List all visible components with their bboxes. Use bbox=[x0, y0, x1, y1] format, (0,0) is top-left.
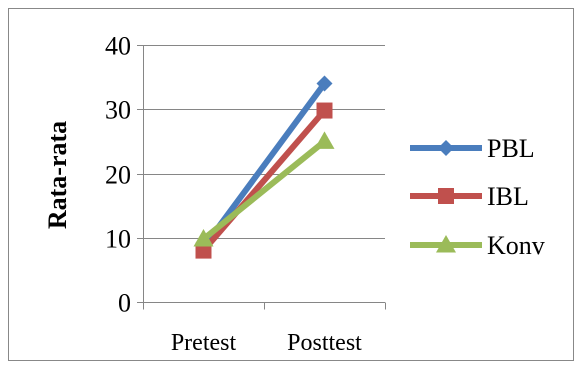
legend-marker-ibl bbox=[438, 188, 454, 204]
gridlines bbox=[143, 45, 385, 239]
x-tick-label: Posttest bbox=[287, 330, 362, 356]
legend: PBL IBL Konv bbox=[410, 134, 545, 260]
legend-label-ibl: IBL bbox=[487, 182, 529, 211]
series-line-ibl bbox=[200, 107, 328, 254]
y-tick-label: 20 bbox=[105, 161, 131, 190]
data-point-konv bbox=[314, 131, 335, 149]
legend-label-pbl: PBL bbox=[487, 134, 535, 163]
y-tick-label: 40 bbox=[105, 32, 131, 61]
legend-item-ibl: IBL bbox=[410, 182, 529, 211]
data-point-ibl bbox=[195, 242, 212, 259]
y-tick-labels: 0 10 20 30 40 bbox=[105, 32, 131, 318]
y-tick-label: 10 bbox=[105, 225, 131, 254]
series-konv bbox=[193, 131, 335, 247]
series-line-konv bbox=[200, 138, 328, 243]
series-ibl bbox=[195, 102, 333, 259]
y-axis-label: Rata-rata bbox=[43, 121, 72, 229]
legend-marker-pbl bbox=[438, 140, 454, 156]
data-point-ibl bbox=[316, 102, 333, 119]
legend-label-konv: Konv bbox=[487, 231, 545, 260]
y-tick-label: 0 bbox=[118, 289, 131, 318]
axes bbox=[137, 45, 386, 310]
chart-border bbox=[8, 8, 574, 361]
series-group bbox=[193, 75, 335, 259]
data-point-konv bbox=[193, 229, 214, 247]
x-tick-label: Pretest bbox=[171, 330, 237, 356]
y-tick-label: 30 bbox=[105, 96, 131, 125]
legend-item-konv: Konv bbox=[410, 231, 545, 260]
legend-item-pbl: PBL bbox=[410, 134, 535, 163]
legend-marker-konv bbox=[436, 235, 456, 253]
data-point-pbl bbox=[316, 75, 333, 92]
x-tick-labels: Pretest Posttest bbox=[171, 330, 362, 356]
